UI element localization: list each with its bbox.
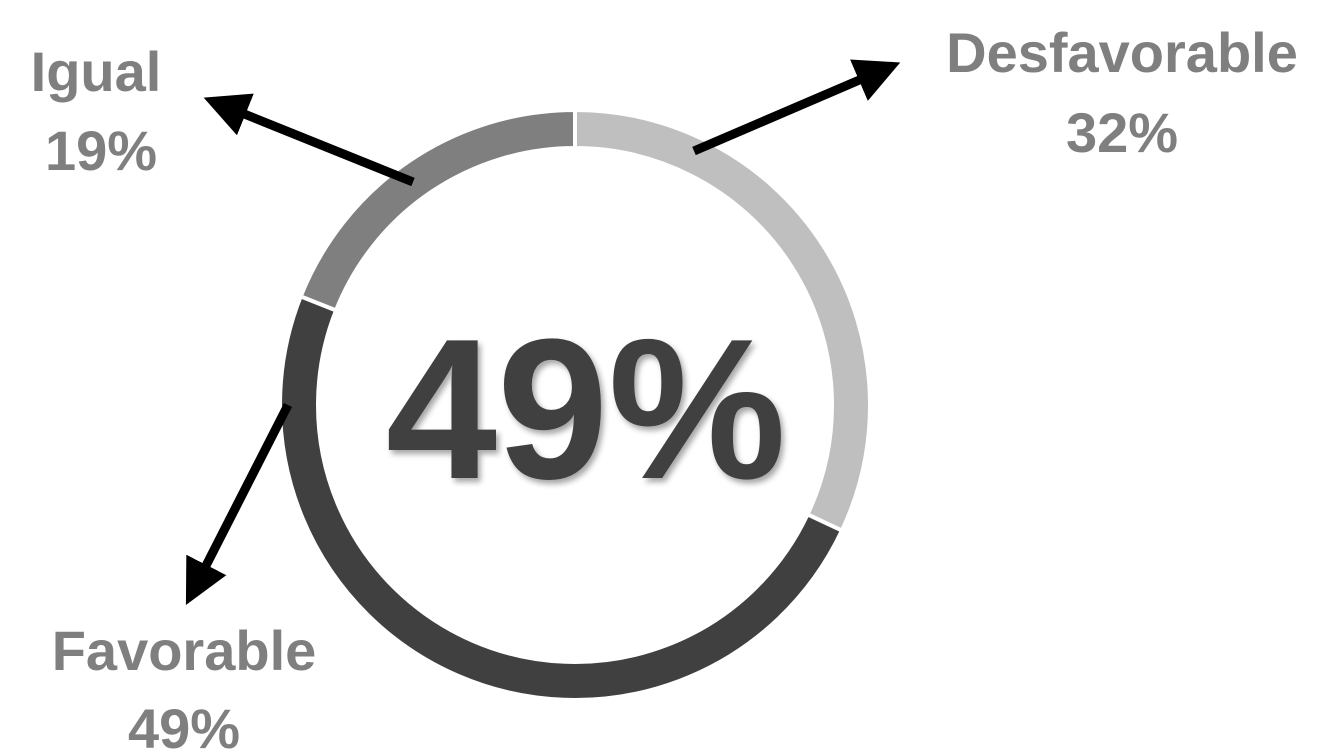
center-value-label: 49%	[386, 298, 786, 521]
slice-label-desfavorable: Desfavorable 32%	[946, 21, 1298, 164]
slice-percent-favorable: 49%	[128, 697, 240, 754]
arrow-favorable	[185, 402, 293, 606]
slice-name-igual: Igual	[31, 40, 162, 103]
arrow-desfavorable	[692, 59, 901, 156]
donut-slices	[278, 107, 872, 702]
slice-percent-igual: 19%	[45, 119, 157, 182]
slice-igual	[298, 107, 577, 313]
slice-name-favorable: Favorable	[52, 619, 317, 682]
arrow-igual	[203, 93, 415, 187]
slice-label-igual: Igual 19%	[31, 40, 162, 182]
slice-name-desfavorable: Desfavorable	[946, 21, 1298, 84]
slice-label-favorable: Favorable 49%	[52, 619, 317, 754]
slice-percent-desfavorable: 32%	[1066, 101, 1178, 164]
